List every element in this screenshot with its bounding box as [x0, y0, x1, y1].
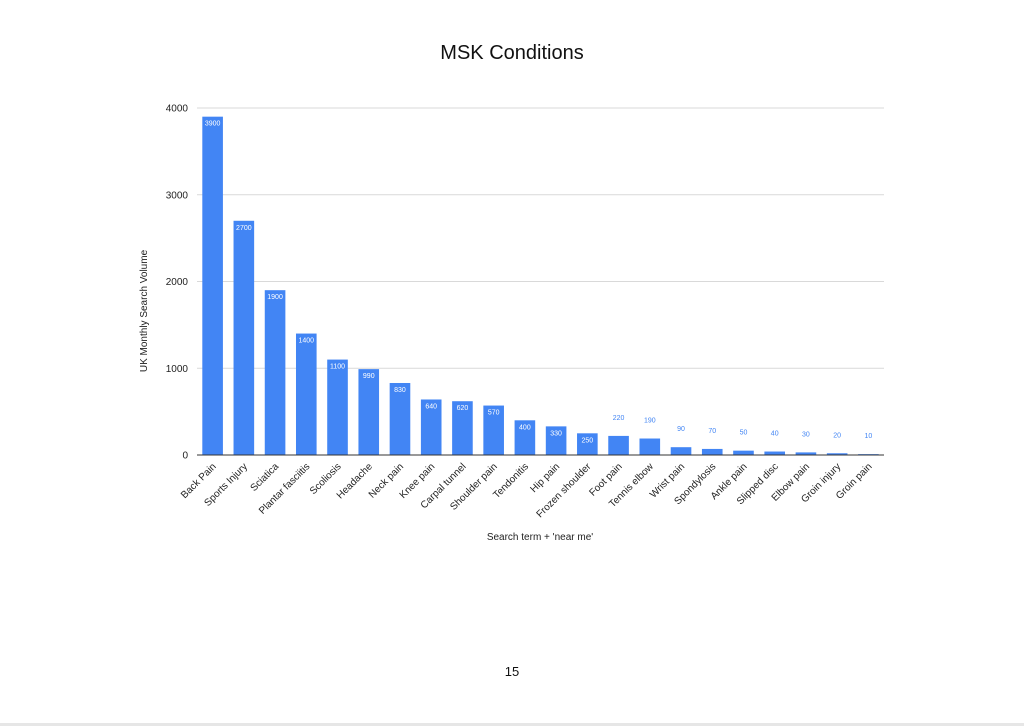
bar: [420, 399, 442, 455]
bar-value-label: 190: [644, 418, 656, 425]
bar: [483, 405, 504, 455]
chart-title: MSK Conditions: [440, 42, 584, 64]
x-axis-label: Search term + 'near me': [487, 532, 593, 543]
bar-value-label: 220: [613, 415, 625, 422]
bar: [639, 438, 661, 455]
y-tick-label: 0: [182, 451, 188, 462]
bar-value-label: 400: [519, 424, 531, 431]
bar-value-label: 620: [457, 405, 469, 412]
bar-value-label: 830: [394, 387, 406, 394]
bar: [295, 333, 317, 455]
bar-value-label: 70: [708, 428, 716, 435]
bar-value-label: 1900: [267, 294, 283, 301]
bar-value-label: 1400: [299, 338, 315, 345]
gridlines: [197, 107, 884, 369]
bar-value-label: 20: [833, 432, 841, 439]
bar: [358, 369, 380, 455]
data-labels: 3900 2700 1900 1400 1100 990 830 640 620 570 400 33…: [205, 121, 873, 445]
bar-value-label: 2700: [236, 225, 252, 232]
bar: [545, 426, 567, 455]
bar-value-label: 1100: [330, 364, 345, 371]
bar: [202, 116, 223, 456]
bar-value-label: 10: [864, 433, 872, 440]
y-axis-label: UK Monthly Search Volume: [139, 249, 150, 372]
bar: [608, 435, 629, 455]
bar-value-label: 990: [363, 373, 375, 380]
bar-value-label: 90: [677, 426, 685, 433]
bar: [764, 451, 786, 455]
x-tick-label: Frozen shoulder: [535, 461, 594, 520]
bottom-divider: [0, 723, 1024, 726]
bar: [670, 447, 692, 455]
bar: [577, 433, 598, 455]
y-tick-label: 3000: [166, 190, 189, 201]
bar: [701, 448, 723, 455]
page-number: 15: [504, 664, 520, 679]
bar: [233, 220, 255, 455]
bar: [327, 359, 348, 455]
bar-value-label: 3900: [205, 121, 221, 128]
bar-value-label: 30: [802, 431, 810, 438]
bar: [733, 450, 754, 455]
bar-value-label: 40: [771, 431, 779, 438]
bar: [795, 452, 817, 455]
bar: [826, 453, 848, 455]
bar-value-label: 570: [488, 410, 500, 417]
bar-value-label: 330: [550, 430, 562, 437]
bar: [389, 382, 411, 455]
bar: [452, 401, 473, 455]
bar-value-label: 640: [425, 403, 437, 410]
y-tick-label: 4000: [166, 104, 189, 115]
bar: [514, 420, 536, 455]
bars: [202, 116, 879, 456]
bar: [264, 290, 286, 455]
bar-value-label: 250: [581, 437, 593, 444]
bar-value-label: 50: [740, 430, 748, 437]
y-tick-label: 2000: [166, 277, 189, 288]
y-tick-label: 1000: [166, 364, 189, 375]
